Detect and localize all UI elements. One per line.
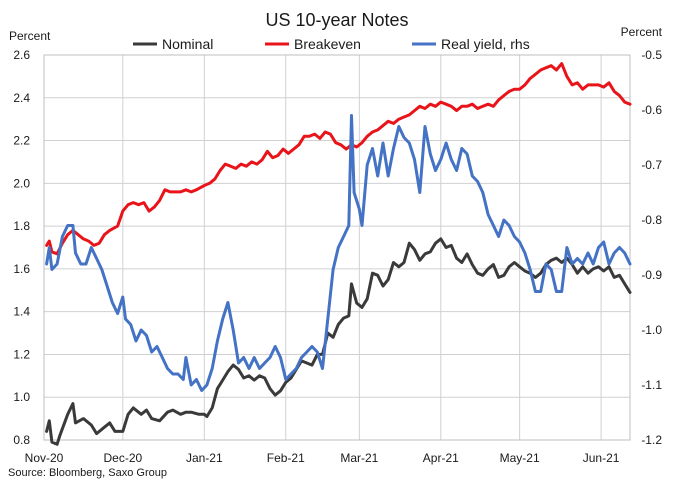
left-tick-label: 1.2: [13, 347, 30, 361]
x-tick-label: Apr-21: [423, 451, 459, 465]
series-lines: [45, 62, 632, 446]
left-tick-label: 1.6: [13, 262, 30, 276]
plot-frame: [43, 54, 631, 441]
chart-title: US 10-year Notes: [265, 10, 408, 30]
left-tick-label: 1.0: [13, 390, 30, 404]
left-tick-label: 2.2: [13, 134, 30, 148]
x-tick-label: Nov-20: [25, 451, 64, 465]
left-axis-unit-label: Percent: [9, 29, 51, 43]
series-line-real-yield-rhs: [45, 114, 632, 392]
right-tick-label: -0.6: [641, 103, 662, 117]
left-tick-label: 2.4: [13, 91, 30, 105]
right-tick-label: -1.0: [641, 323, 662, 337]
series-line-breakeven: [45, 62, 632, 256]
x-tick-label: Feb-21: [267, 451, 305, 465]
right-tick-label: -0.5: [641, 48, 662, 62]
left-tick-label: 2.6: [13, 48, 30, 62]
legend-label-nominal: Nominal: [162, 36, 213, 52]
x-tick-label: Jan-21: [186, 451, 223, 465]
left-tick-label: 0.8: [13, 433, 30, 447]
source-note: Source: Bloomberg, Saxo Group: [8, 467, 167, 479]
left-tick-label: 2.0: [13, 176, 30, 190]
right-tick-label: -0.7: [641, 158, 662, 172]
right-tick-label: -1.2: [641, 433, 662, 447]
left-tick-label: 1.4: [13, 305, 30, 319]
right-tick-label: -0.9: [641, 268, 662, 282]
legend-label-breakeven: Breakeven: [294, 36, 361, 52]
right-tick-label: -0.8: [641, 213, 662, 227]
right-tick-label: -1.1: [641, 378, 662, 392]
series-line-nominal: [45, 237, 632, 446]
x-tick-label: May-21: [500, 451, 540, 465]
legend-label-real-yield: Real yield, rhs: [441, 36, 530, 52]
axes: 0.8 1.0 1.2 1.4 1.6 1.8 2.0 2.2 2.4 2.6 -1.2 -1.1 -1…: [13, 48, 662, 465]
x-tick-label: Dec-20: [103, 451, 142, 465]
right-axis-unit-label: Percent: [621, 25, 663, 39]
x-tick-label: Jun-21: [583, 451, 620, 465]
left-tick-label: 1.8: [13, 219, 30, 233]
x-tick-label: Mar-21: [340, 451, 378, 465]
legend: Nominal Breakeven Real yield, rhs: [133, 36, 530, 52]
